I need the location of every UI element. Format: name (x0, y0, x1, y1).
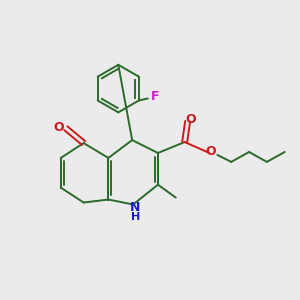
Text: O: O (205, 146, 216, 158)
Text: N: N (130, 201, 140, 214)
Text: F: F (151, 90, 159, 103)
Text: O: O (53, 121, 64, 134)
Text: H: H (130, 212, 140, 222)
Text: O: O (185, 113, 196, 126)
